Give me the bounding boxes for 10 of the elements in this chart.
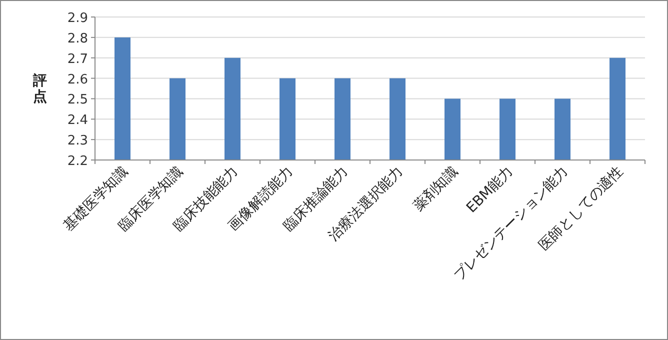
y-tick-label: 2.4 [67, 113, 88, 128]
y-tick-label: 2.2 [67, 154, 88, 169]
y-tick-label: 2.9 [67, 11, 88, 26]
x-tick-label: 薬剤知識 [410, 164, 462, 214]
y-axis-title: 評点 [32, 72, 47, 105]
y-tick-label: 2.3 [67, 134, 88, 149]
y-tick-label: 2.6 [67, 72, 88, 88]
y-tick-label: 2.7 [67, 52, 88, 67]
y-tick-label: 2.5 [67, 92, 88, 108]
y-tick-label: 2.8 [67, 31, 88, 46]
